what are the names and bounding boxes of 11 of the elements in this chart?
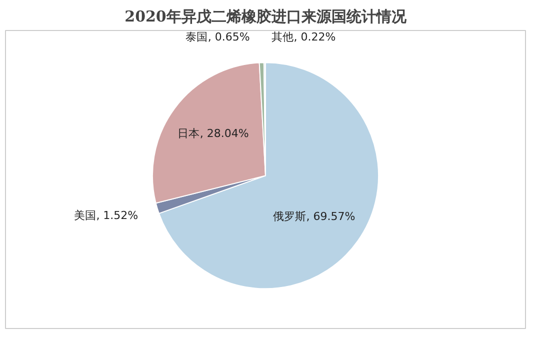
slice-label: 泰国 [186,30,208,44]
slice-label: 美国 [74,209,96,222]
chart-title: 2020年异戊二烯橡胶进口来源国统计情况 [124,8,408,26]
data-label: , 0.65% [208,30,250,44]
slice-label: 俄罗斯 [272,210,306,224]
data-label: , 28.04% [200,126,249,140]
data-label: , 0.22% [294,30,336,44]
data-label: , 69.57% [306,210,356,224]
slice-label: 其他 [271,30,294,44]
slice-label: 日本 [178,126,200,140]
data-label: , 1.52% [96,209,138,222]
